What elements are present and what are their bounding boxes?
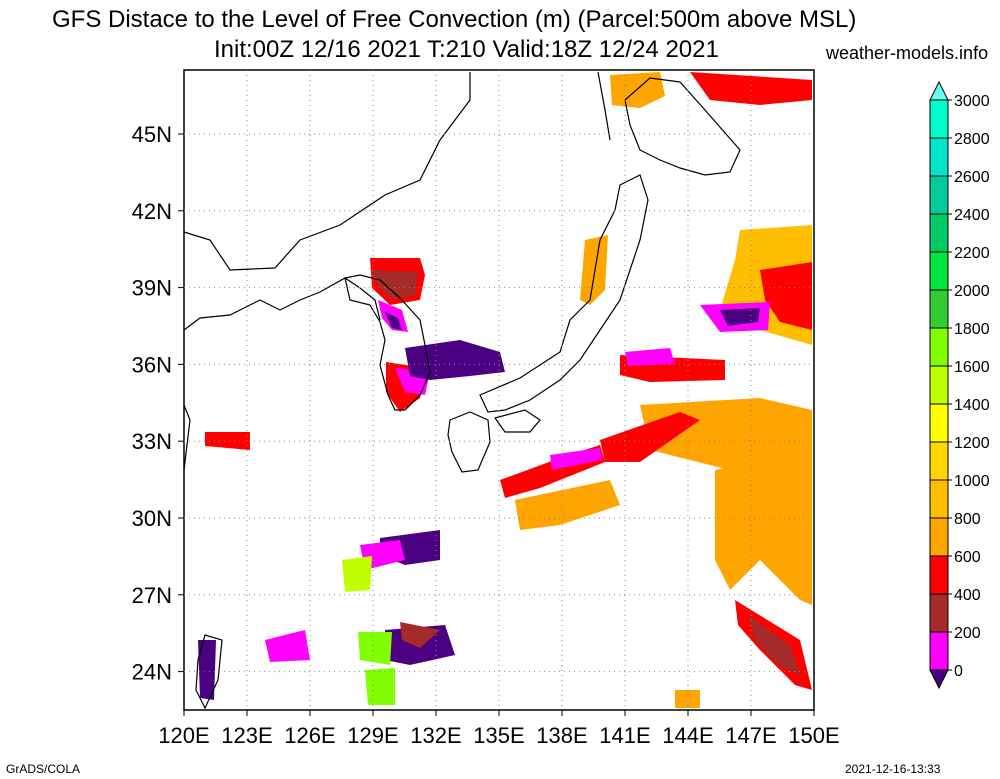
lfc-area-ryukyu-yellowgreen [342,556,372,592]
lfc-area-east-red [760,262,812,330]
coastline-korea [344,274,431,411]
lfc-area-korea-brown [372,270,418,300]
lfc-area-sakishima-magenta [265,630,310,662]
tick-label-lat-27N: 27N [132,583,172,608]
colorbar-label-800: 800 [954,511,981,528]
chart-title-line1: GFS Distace to the Level of Free Convect… [52,6,857,33]
colorbar-segment-800 [929,479,949,519]
coastline-shikoku [494,409,541,433]
colorbar-segment-400 [929,555,949,595]
colorbar-label-2800: 2800 [954,131,990,148]
chart-title-line2: Init:00Z 12/16 2021 T:210 Valid:18Z 12/2… [214,36,719,63]
colorbar-segment-2200 [929,213,949,253]
colorbar-segment-0 [929,631,949,671]
colorbar-label-600: 600 [954,549,981,566]
lfc-area-taiwan-purple [198,640,216,700]
gridlines [184,70,814,710]
tick-label-lat-33N: 33N [132,429,172,454]
tick-label-lon-141E: 141E [599,723,650,748]
lfc-area-green-far-south [365,668,395,705]
colorbar-segment-1200 [929,403,949,443]
colorbar-segment-2000 [929,251,949,291]
lfc-area-honshu-north-orange [580,235,608,305]
tick-label-lat-24N: 24N [132,660,172,685]
coastline-sakhalin [597,71,611,141]
site-label: weather-models.info [826,43,989,63]
colorbar-segment-2400 [929,175,949,215]
colorbar-label-2000: 2000 [954,283,990,300]
coastline-asia-mainland [183,72,471,471]
colorbar-label-0: 0 [954,663,963,680]
lfc-area-se-brown [748,615,800,675]
colorbar-label-2600: 2600 [954,169,990,186]
tick-label-lon-126E: 126E [284,723,335,748]
colorbar-low-triangle [929,669,949,690]
lfc-area-south-orange [675,690,700,708]
tick-label-lon-132E: 132E [410,723,461,748]
tick-label-lat-30N: 30N [132,506,172,531]
lfc-area-33n-red [600,412,700,462]
lfc-area-30n-orange [515,480,620,530]
lfc-area-hokkaido-orange [610,72,665,108]
footer-software: GrADS/COLA [6,762,81,776]
tick-label-lon-138E: 138E [536,723,587,748]
tick-label-lon-144E: 144E [662,723,713,748]
colorbar-segment-1800 [929,289,949,329]
lfc-area-east-purple [720,308,760,326]
lfc-area-36n-magenta [625,348,675,366]
colorbar-label-1000: 1000 [954,473,990,490]
coastline-taiwan [195,634,223,710]
tick-label-lat-36N: 36N [132,352,172,377]
colorbar-label-2200: 2200 [954,245,990,262]
lfc-area-se-orange [715,452,812,605]
colorbar-label-1800: 1800 [954,321,990,338]
shaded-field [198,72,812,708]
colorbar-segment-1000 [929,441,949,481]
colorbar-segment-1400 [929,365,949,405]
colorbar-label-200: 200 [954,625,981,642]
colorbar-label-1400: 1400 [954,397,990,414]
colorbar-segment-2800 [929,99,949,139]
colorbar-segment-600 [929,517,949,557]
colorbar-label-400: 400 [954,587,981,604]
colorbar: 0 200 400 600 800 1000 1200 1400 1600 1800 2000 220… [929,80,990,690]
tick-label-lon-129E: 129E [347,723,398,748]
colorbar-label-3000: 3000 [954,93,990,110]
tick-label-lon-150E: 150E [788,723,839,748]
lfc-area-kyushu-south-magenta [550,448,602,470]
tick-label-lon-120E: 120E [158,723,209,748]
axis-labels: 120E 123E 126E 129E 132E 135E 138E 141E 144E 147E… [132,122,840,748]
tick-label-lon-135E: 135E [473,723,524,748]
tick-label-lat-42N: 42N [132,199,172,224]
lfc-area-green-south [358,632,392,665]
lfc-area-33n-west-red [205,432,250,450]
colorbar-segment-2600 [929,137,949,177]
tick-label-lat-45N: 45N [132,122,172,147]
plot-area [183,69,815,711]
colorbar-high-triangle [929,80,949,101]
coastlines [183,71,741,710]
lfc-area-korea-purple [385,312,402,330]
footer-timestamp: 2021-12-16-13:33 [845,762,941,776]
lfc-area-okinawa-brown [400,622,440,648]
colorbar-label-1200: 1200 [954,435,990,452]
colorbar-label-2400: 2400 [954,207,990,224]
tick-label-lon-147E: 147E [725,723,776,748]
colorbar-label-1600: 1600 [954,359,990,376]
colorbar-segment-200 [929,593,949,633]
coastline-kyushu [447,411,491,473]
colorbar-segment-1600 [929,327,949,367]
coastline-hokkaido [624,77,741,176]
coastline-honshu [479,174,649,413]
lfc-area-hokkaido-red [690,72,812,105]
tick-label-lon-123E: 123E [221,723,272,748]
tick-label-lat-39N: 39N [132,276,172,301]
